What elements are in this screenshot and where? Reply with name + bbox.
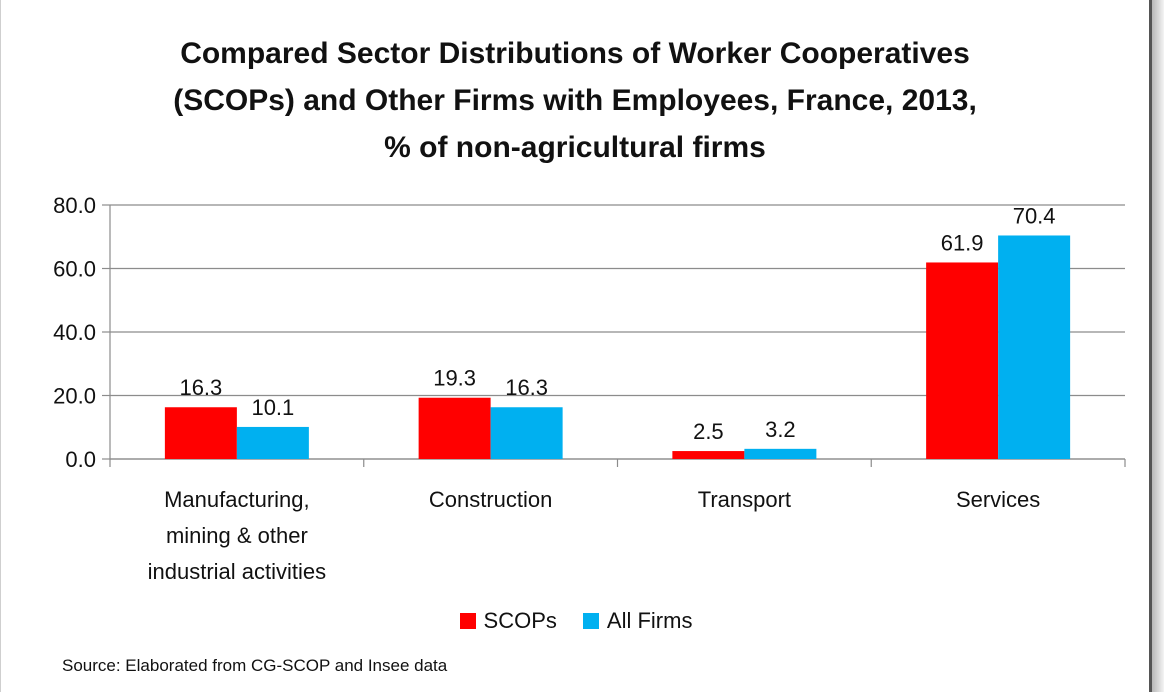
chart-legend: SCOPs All Firms (0, 608, 1152, 634)
x-category-label-0-1: mining & other (166, 523, 308, 548)
legend-swatch-all-firms (582, 613, 599, 629)
y-tick-label-2: 40.0 (53, 320, 96, 345)
legend-label-scops: SCOPs (483, 608, 557, 633)
bar-scops-3 (926, 262, 999, 459)
legend-item-all-firms: All Firms (582, 608, 693, 634)
x-category-label-0-2: industrial activities (148, 559, 327, 584)
x-category-label-2-0: Transport (698, 487, 791, 512)
legend-label-all-firms: All Firms (606, 608, 693, 633)
chart-title-line-3: % of non-agricultural firms (384, 131, 766, 164)
bar-scops-2 (672, 451, 745, 459)
y-tick-label-0: 0.0 (65, 447, 96, 472)
chart-title-line-1: Compared Sector Distributions of Worker … (180, 37, 970, 70)
window-edge-shadow (1152, 0, 1164, 692)
source-note: Source: Elaborated from CG-SCOP and Inse… (62, 656, 448, 675)
chart-title-line-2: (SCOPs) and Other Firms with Employees, … (173, 84, 977, 117)
data-label-all-firms-2: 3.2 (765, 417, 796, 442)
y-tick-label-1: 20.0 (53, 384, 96, 409)
bar-scops-0 (164, 407, 237, 459)
data-label-all-firms-0: 10.1 (251, 395, 294, 420)
chart-title: Compared Sector Distributions of Worker … (40, 30, 1110, 171)
legend-swatch-scops (459, 613, 476, 629)
data-label-scops-0: 16.3 (179, 375, 222, 400)
x-category-label-0-0: Manufacturing, (164, 487, 310, 512)
data-label-scops-3: 61.9 (941, 230, 984, 255)
data-label-all-firms-3: 70.4 (1013, 203, 1056, 228)
data-label-all-firms-1: 16.3 (505, 375, 548, 400)
y-tick-label-4: 80.0 (53, 193, 96, 218)
data-label-scops-1: 19.3 (433, 366, 476, 391)
x-category-label-1-0: Construction (429, 487, 553, 512)
bar-all-firms-3 (998, 235, 1071, 459)
bar-all-firms-0 (236, 426, 309, 459)
bar-scops-1 (418, 397, 491, 459)
bar-all-firms-1 (490, 407, 563, 459)
legend-item-scops: SCOPs (459, 608, 557, 634)
data-label-scops-2: 2.5 (693, 419, 724, 444)
y-tick-label-3: 60.0 (53, 257, 96, 282)
bar-all-firms-2 (744, 448, 817, 459)
x-category-label-3-0: Services (956, 487, 1040, 512)
